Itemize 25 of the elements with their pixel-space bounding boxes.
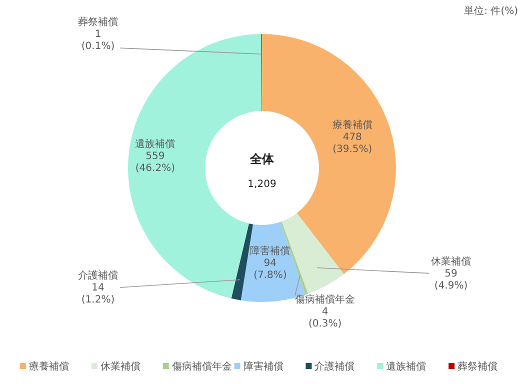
slice-label: 介護補償 (78, 269, 118, 282)
slice-label: 休業補償 (431, 255, 471, 268)
legend-label: 傷病補償年金 (172, 360, 232, 372)
slice-label: 障害補償 (250, 245, 290, 258)
data-label: 4 (0.3%) (308, 306, 342, 330)
slice-label: 療養補償 (332, 119, 372, 132)
donut-slice (240, 222, 306, 302)
data-label: 478 (39.5%) (332, 132, 372, 156)
legend-label: 遺族補償 (386, 360, 426, 372)
data-label: 559 (46.2%) (135, 150, 176, 174)
legend-label: 休業補償 (100, 360, 140, 372)
slice-label: 傷病補償年金 (295, 293, 356, 306)
data-label: 94 (7.8%) (254, 258, 287, 282)
data-label: 1 (0.1%) (81, 29, 115, 52)
text: 全体 (249, 152, 275, 166)
data-label: 14 (1.2%) (81, 282, 115, 306)
legend-label: 介護補償 (314, 360, 355, 372)
slice-label: 葬祭補償 (78, 16, 118, 28)
text: 1,209 (248, 179, 276, 190)
data-label: 59 (4.9%) (434, 268, 468, 292)
legend-label: 葬祭補償 (458, 360, 498, 372)
slice-label: 遺族補償 (135, 138, 176, 150)
legend-label: 療養補償 (29, 360, 69, 372)
text: 単位: 件(%) (464, 5, 518, 17)
legend-label: 障害補償 (243, 360, 284, 372)
